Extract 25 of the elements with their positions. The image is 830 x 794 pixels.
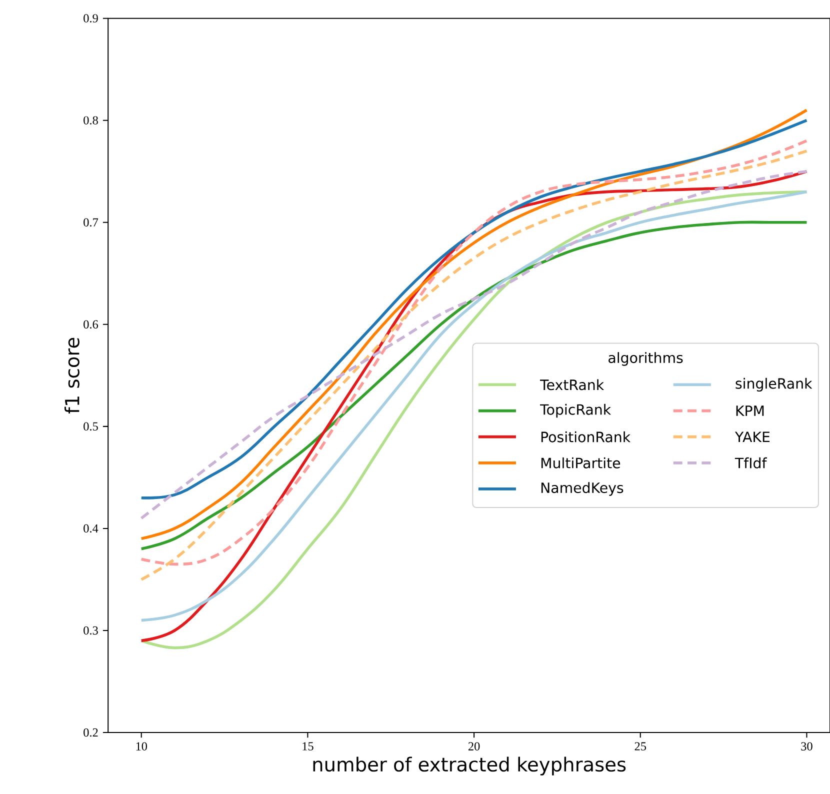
- x-tick-label: 10: [136, 742, 148, 750]
- legend-label: singleRank: [736, 378, 812, 392]
- x-tick-label: 30: [801, 742, 812, 750]
- legend-label: PositionRank: [541, 431, 631, 442]
- legend-title: algorithms: [608, 352, 683, 366]
- legend-label: KPM: [736, 405, 764, 416]
- legend-label: MultiPartite: [541, 457, 620, 468]
- legend-label: TextRank: [540, 379, 604, 390]
- x-tick-label: 20: [468, 742, 480, 750]
- y-tick-label: 0.5: [84, 422, 98, 430]
- y-tick-label: 0.2: [84, 728, 98, 737]
- y-tick-label: 0.9: [84, 14, 98, 22]
- legend-label: TopicRank: [540, 404, 612, 418]
- x-tick-label: 15: [302, 742, 314, 750]
- legend-label: YAKE: [734, 432, 770, 442]
- legend-label: TfIdf: [734, 457, 768, 468]
- y-tick-label: 0.3: [84, 626, 98, 635]
- x-axis-title: number of extracted keyphrases: [313, 756, 626, 776]
- y-tick-label: 0.4: [84, 524, 98, 532]
- y-tick-label: 0.8: [84, 116, 98, 124]
- y-tick-label: 0.7: [84, 218, 98, 226]
- y-tick-label: 0.6: [84, 320, 98, 328]
- x-tick-label: 25: [634, 742, 646, 750]
- legend-label: NamedKeys: [541, 482, 624, 496]
- y-axis-title: f1 score: [64, 338, 80, 414]
